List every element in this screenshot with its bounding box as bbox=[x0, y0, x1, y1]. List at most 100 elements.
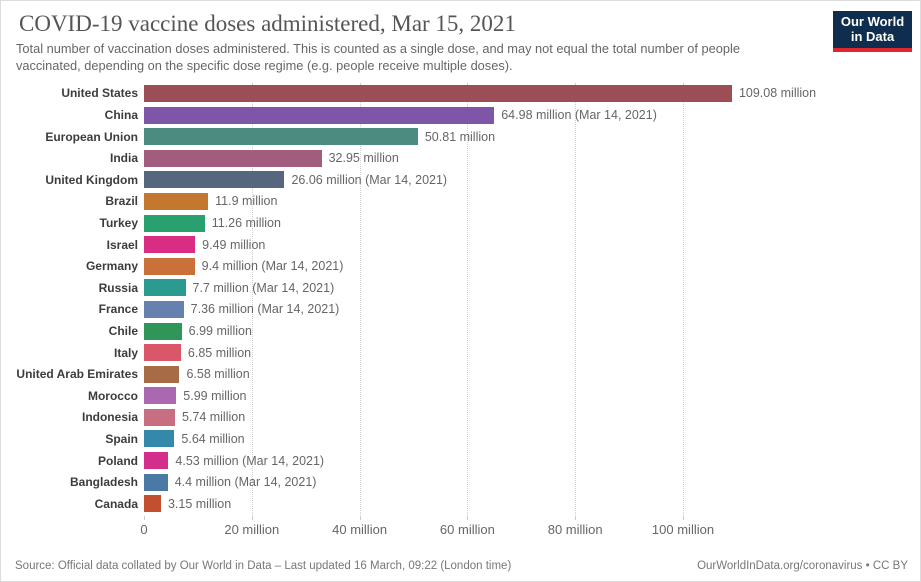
bar-row: United Arab Emirates 6.58 million bbox=[1, 363, 920, 385]
bar-track: 5.64 million bbox=[144, 428, 920, 450]
x-tick-label: 60 million bbox=[439, 521, 495, 537]
bar-track: 6.85 million bbox=[144, 342, 920, 364]
value-label: 5.74 million bbox=[181, 410, 246, 425]
bar-row: Germany 9.4 million (Mar 14, 2021) bbox=[1, 255, 920, 277]
country-label: United States bbox=[61, 86, 138, 101]
tick-mark bbox=[359, 515, 361, 520]
bar-russia[interactable] bbox=[144, 279, 186, 297]
country-label: Israel bbox=[106, 237, 138, 252]
gridline bbox=[251, 82, 253, 515]
bar-indonesia[interactable] bbox=[144, 408, 175, 426]
country-label: Italy bbox=[113, 345, 138, 360]
bar-track: 7.36 million (Mar 14, 2021) bbox=[144, 299, 920, 321]
x-tick-label: 40 million bbox=[332, 521, 388, 537]
bar-row: Israel 9.49 million bbox=[1, 234, 920, 256]
bar-row: China 64.98 million (Mar 14, 2021) bbox=[1, 104, 920, 126]
value-label: 11.9 million bbox=[215, 194, 278, 209]
bar-bangladesh[interactable] bbox=[144, 473, 168, 491]
bar-track: 9.49 million bbox=[144, 234, 920, 256]
country-label: India bbox=[109, 151, 138, 166]
value-label: 7.36 million (Mar 14, 2021) bbox=[190, 302, 340, 317]
tick-mark bbox=[144, 515, 145, 520]
country-label: Bangladesh bbox=[69, 475, 138, 490]
bar-row: Spain 5.64 million bbox=[1, 428, 920, 450]
gridline bbox=[359, 82, 361, 515]
country-label: Canada bbox=[94, 496, 138, 511]
bar-canada[interactable] bbox=[144, 495, 161, 513]
bar-united-kingdom[interactable] bbox=[144, 171, 285, 189]
tick-mark bbox=[575, 515, 577, 520]
bar-turkey[interactable] bbox=[144, 214, 205, 232]
value-label: 109.08 million bbox=[738, 86, 817, 101]
bar-china[interactable] bbox=[144, 106, 495, 124]
value-label: 6.85 million bbox=[187, 345, 252, 360]
bar-morocco[interactable] bbox=[144, 387, 177, 405]
bar-row: Poland 4.53 million (Mar 14, 2021) bbox=[1, 450, 920, 472]
bar-row: Morocco 5.99 million bbox=[1, 385, 920, 407]
value-label: 9.4 million (Mar 14, 2021) bbox=[201, 259, 344, 274]
bar-track: 50.81 million bbox=[144, 126, 920, 148]
bar-row: Brazil 11.9 million bbox=[1, 191, 920, 213]
bar-track: 9.4 million (Mar 14, 2021) bbox=[144, 255, 920, 277]
bar-brazil[interactable] bbox=[144, 192, 209, 210]
source-note: Source: Official data collated by Our Wo… bbox=[15, 560, 512, 572]
value-label: 5.64 million bbox=[181, 431, 245, 446]
bar-track: 4.53 million (Mar 14, 2021) bbox=[144, 450, 920, 472]
bar-italy[interactable] bbox=[144, 344, 181, 362]
bar-row: European Union 50.81 million bbox=[1, 126, 920, 148]
country-label: United Kingdom bbox=[45, 172, 138, 187]
bar-united-arab-emirates[interactable] bbox=[144, 365, 180, 383]
value-label: 26.06 million (Mar 14, 2021) bbox=[291, 172, 448, 187]
owid-logo[interactable]: Our World in Data bbox=[833, 11, 912, 52]
bar-france[interactable] bbox=[144, 300, 184, 318]
chart-title: COVID-19 vaccine doses administered, Mar… bbox=[19, 11, 516, 36]
bar-rows: United States 109.08 million China 64.98 mi… bbox=[1, 83, 920, 515]
bar-spain[interactable] bbox=[144, 430, 175, 448]
bar-chile[interactable] bbox=[144, 322, 182, 340]
bar-united-states[interactable] bbox=[144, 84, 732, 102]
country-label: Germany bbox=[85, 259, 138, 274]
bar-row: United Kingdom 26.06 million (Mar 14, 202… bbox=[1, 169, 920, 191]
footer: Source: Official data collated by Our Wo… bbox=[15, 560, 908, 572]
footer-link[interactable]: OurWorldInData.org/coronavirus • CC BY bbox=[697, 560, 908, 572]
bar-row: Indonesia 5.74 million bbox=[1, 407, 920, 429]
bar-row: India 32.95 million bbox=[1, 147, 920, 169]
bar-row: Turkey 11.26 million bbox=[1, 212, 920, 234]
bar-poland[interactable] bbox=[144, 452, 169, 470]
bar-track: 6.58 million bbox=[144, 363, 920, 385]
gridline bbox=[467, 82, 469, 515]
country-label: Turkey bbox=[99, 216, 138, 231]
bar-track: 4.4 million (Mar 14, 2021) bbox=[144, 471, 920, 493]
bar-row: Russia 7.7 million (Mar 14, 2021) bbox=[1, 277, 920, 299]
value-label: 9.49 million bbox=[202, 237, 266, 252]
x-tick-label: 0 bbox=[140, 521, 148, 537]
bar-european-union[interactable] bbox=[144, 128, 418, 146]
country-label: Brazil bbox=[105, 194, 138, 209]
bar-track: 3.15 million bbox=[144, 493, 920, 515]
country-label: European Union bbox=[45, 129, 138, 144]
country-label: China bbox=[104, 108, 138, 123]
bar-track: 109.08 million bbox=[144, 83, 920, 105]
value-label: 5.99 million bbox=[183, 388, 247, 403]
bar-row: Bangladesh 4.4 million (Mar 14, 2021) bbox=[1, 471, 920, 493]
country-label: Morocco bbox=[87, 388, 138, 403]
country-label: France bbox=[98, 302, 138, 317]
tick-mark bbox=[251, 515, 253, 520]
x-tick-label: 20 million bbox=[224, 521, 280, 537]
bar-israel[interactable] bbox=[144, 236, 196, 254]
value-label: 11.26 million bbox=[211, 216, 281, 231]
gridline bbox=[683, 82, 684, 515]
value-label: 6.99 million bbox=[188, 324, 252, 339]
value-label: 6.58 million bbox=[186, 367, 250, 382]
x-tick-label: 80 million bbox=[547, 521, 603, 537]
value-label: 3.15 million bbox=[167, 496, 232, 511]
bar-track: 5.74 million bbox=[144, 407, 920, 429]
gridline bbox=[575, 82, 577, 515]
bar-germany[interactable] bbox=[144, 257, 195, 275]
country-label: Poland bbox=[97, 453, 138, 468]
x-tick-label: 100 million bbox=[651, 521, 715, 537]
bar-track: 11.26 million bbox=[144, 212, 920, 234]
bar-india[interactable] bbox=[144, 149, 322, 167]
chart-subtitle: Total number of vaccination doses admini… bbox=[16, 41, 740, 74]
